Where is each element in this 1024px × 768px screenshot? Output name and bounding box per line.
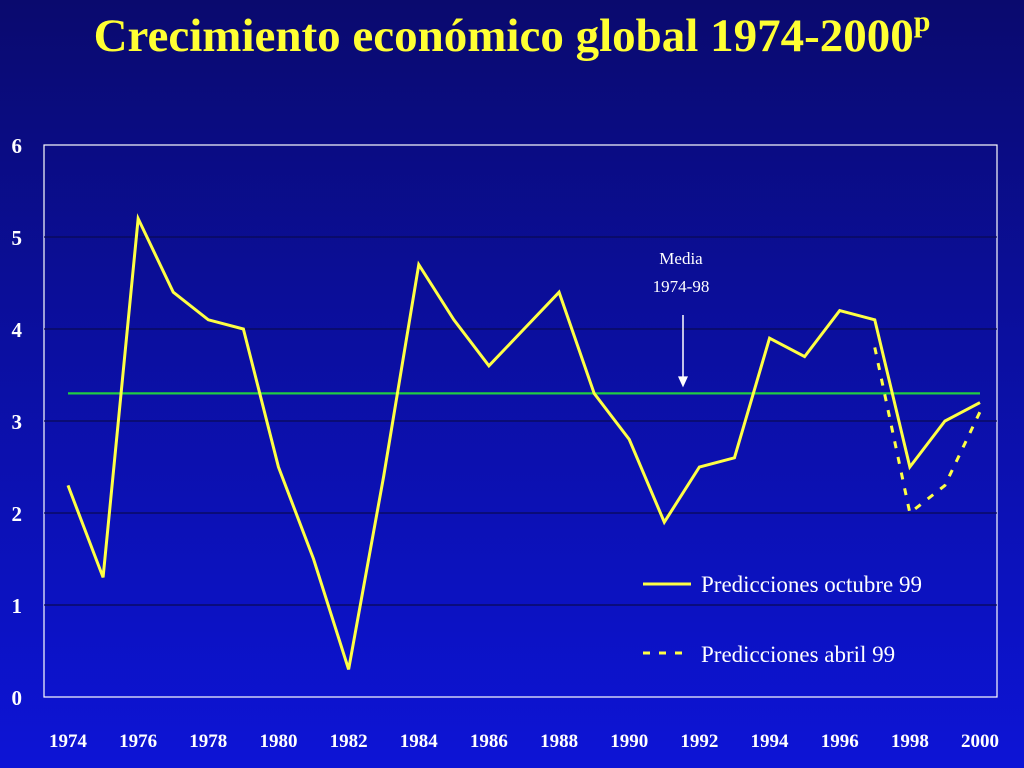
y-tick-label: 2	[12, 502, 23, 526]
annotation-arrow-head	[678, 376, 688, 388]
series-lines	[66, 213, 982, 670]
x-tick-label: 1980	[259, 731, 297, 752]
x-tick-label: 1976	[119, 731, 157, 752]
legend-label-april: Predicciones abril 99	[701, 642, 895, 667]
mean-annotation-line2: 1974-98	[653, 277, 710, 296]
annotations: Media 1974-98	[653, 249, 710, 388]
slide-title: Crecimiento económico global 1974-2000p	[0, 6, 1024, 66]
y-tick-label: 4	[12, 318, 23, 342]
grid-lines	[44, 236, 997, 606]
x-tick-label: 1988	[540, 731, 578, 752]
y-tick-label: 5	[12, 226, 23, 250]
x-tick-label: 1994	[751, 731, 790, 752]
x-tick-label: 1992	[680, 731, 718, 752]
y-tick-label: 3	[12, 410, 23, 434]
x-tick-label: 1978	[189, 731, 227, 752]
mean-annotation-line1: Media	[659, 249, 703, 268]
x-tick-label: 1974	[49, 731, 88, 752]
x-tick-label: 1990	[610, 731, 648, 752]
y-tick-label: 0	[12, 686, 23, 710]
series-line-october-99	[66, 213, 981, 670]
x-tick-label: 1982	[330, 731, 368, 752]
slide-title-superscript: p	[913, 5, 931, 38]
slide-title-text: Crecimiento económico global 1974-2000	[93, 10, 914, 62]
x-tick-label: 1986	[470, 731, 508, 752]
x-tick-label: 2000	[961, 731, 999, 752]
y-tick-label: 6	[12, 134, 23, 158]
y-axis-ticks: 0 1 2 3 4 5 6	[12, 134, 23, 710]
legend-label-october: Predicciones octubre 99	[701, 572, 922, 597]
x-tick-label: 1996	[821, 731, 859, 752]
y-tick-label: 1	[12, 594, 23, 618]
x-axis-ticks: 1974 1976 1978 1980 1982 1984 1986 1988 1990 1992…	[49, 731, 999, 752]
x-tick-label: 1998	[891, 731, 929, 752]
legend: Predicciones octubre 99 Predicciones abr…	[643, 572, 922, 667]
x-tick-label: 1984	[400, 731, 439, 752]
series-line-april-99	[873, 347, 982, 516]
